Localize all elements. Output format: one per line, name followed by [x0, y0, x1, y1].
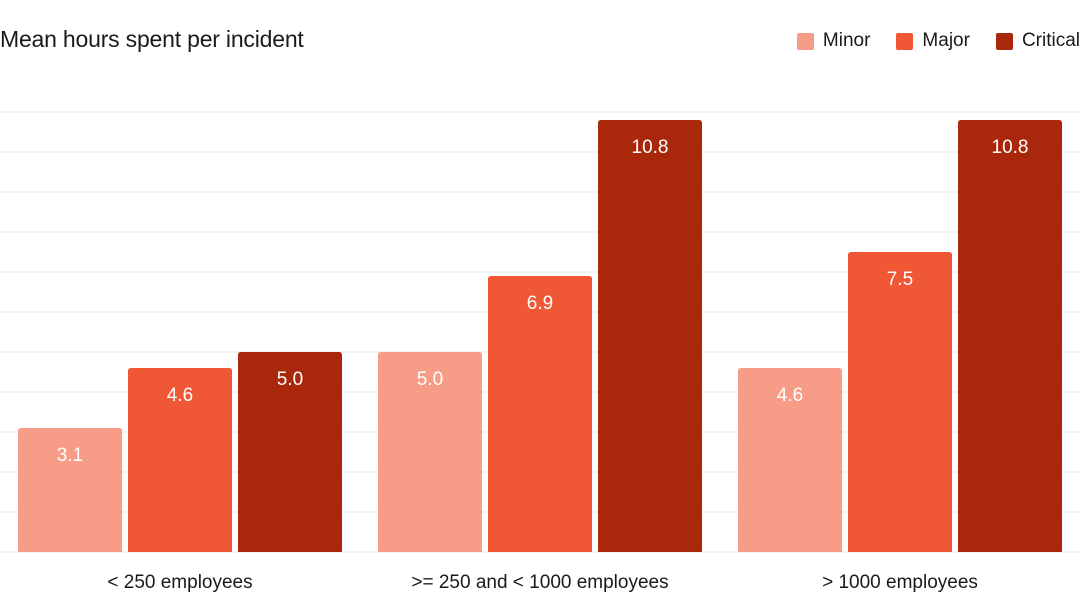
legend-item-minor[interactable]: Minor: [796, 30, 871, 52]
data-label: 10.8: [992, 137, 1029, 158]
bar-critical: [598, 120, 702, 552]
data-label: 5.0: [417, 369, 443, 390]
bar-major: [128, 368, 232, 552]
data-label: 4.6: [777, 385, 803, 406]
legend-swatch-major: [896, 32, 914, 50]
data-label: 6.9: [527, 293, 553, 314]
x-tick-label: < 250 employees: [107, 572, 252, 593]
legend-label-minor: Minor: [822, 30, 871, 51]
bar-critical: [958, 120, 1062, 552]
chart-title: Mean hours spent per incident: [0, 26, 304, 52]
legend-item-critical[interactable]: Critical: [995, 30, 1080, 52]
data-label: 7.5: [887, 269, 913, 290]
x-tick-label: > 1000 employees: [822, 572, 978, 593]
bar-minor: [18, 428, 122, 552]
legend-swatch-minor: [796, 32, 814, 50]
legend-swatch-critical: [995, 32, 1013, 50]
bar-critical: [238, 352, 342, 552]
legend: Minor Major Critical: [796, 30, 1080, 52]
legend-label-critical: Critical: [1021, 30, 1080, 51]
data-label: 3.1: [57, 445, 83, 466]
bar-major: [488, 276, 592, 552]
data-label: 5.0: [277, 369, 303, 390]
bar-minor: [738, 368, 842, 552]
legend-label-major: Major: [922, 30, 970, 51]
x-tick-label: >= 250 and < 1000 employees: [411, 572, 668, 593]
data-label: 10.8: [632, 137, 669, 158]
data-label: 4.6: [167, 385, 193, 406]
bar-minor: [378, 352, 482, 552]
legend-item-major[interactable]: Major: [896, 30, 970, 52]
bar-major: [848, 252, 952, 552]
